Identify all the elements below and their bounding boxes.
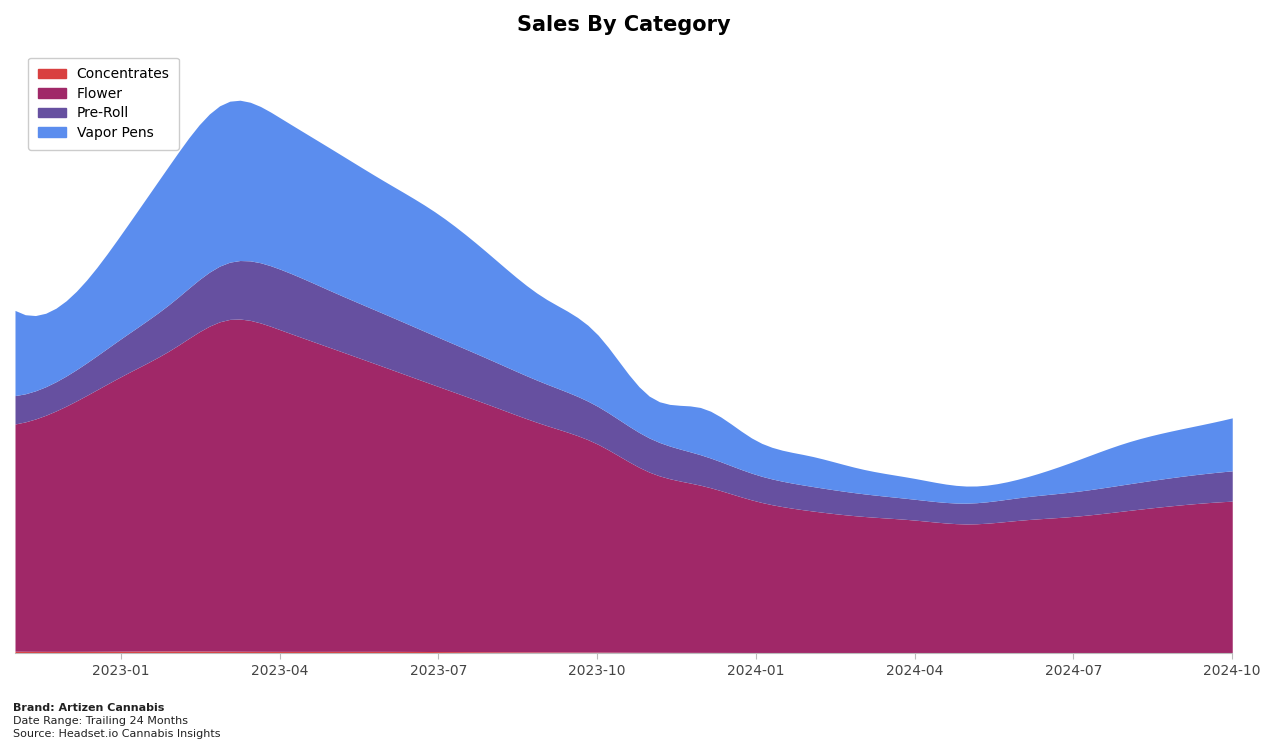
Text: Brand: Artizen Cannabis: Brand: Artizen Cannabis	[13, 703, 165, 714]
Text: Source: Headset.io Cannabis Insights: Source: Headset.io Cannabis Insights	[13, 729, 221, 739]
Title: Sales By Category: Sales By Category	[517, 15, 730, 35]
Legend: Concentrates, Flower, Pre-Roll, Vapor Pens: Concentrates, Flower, Pre-Roll, Vapor Pe…	[28, 57, 179, 150]
Text: Date Range: Trailing 24 Months: Date Range: Trailing 24 Months	[13, 716, 188, 726]
